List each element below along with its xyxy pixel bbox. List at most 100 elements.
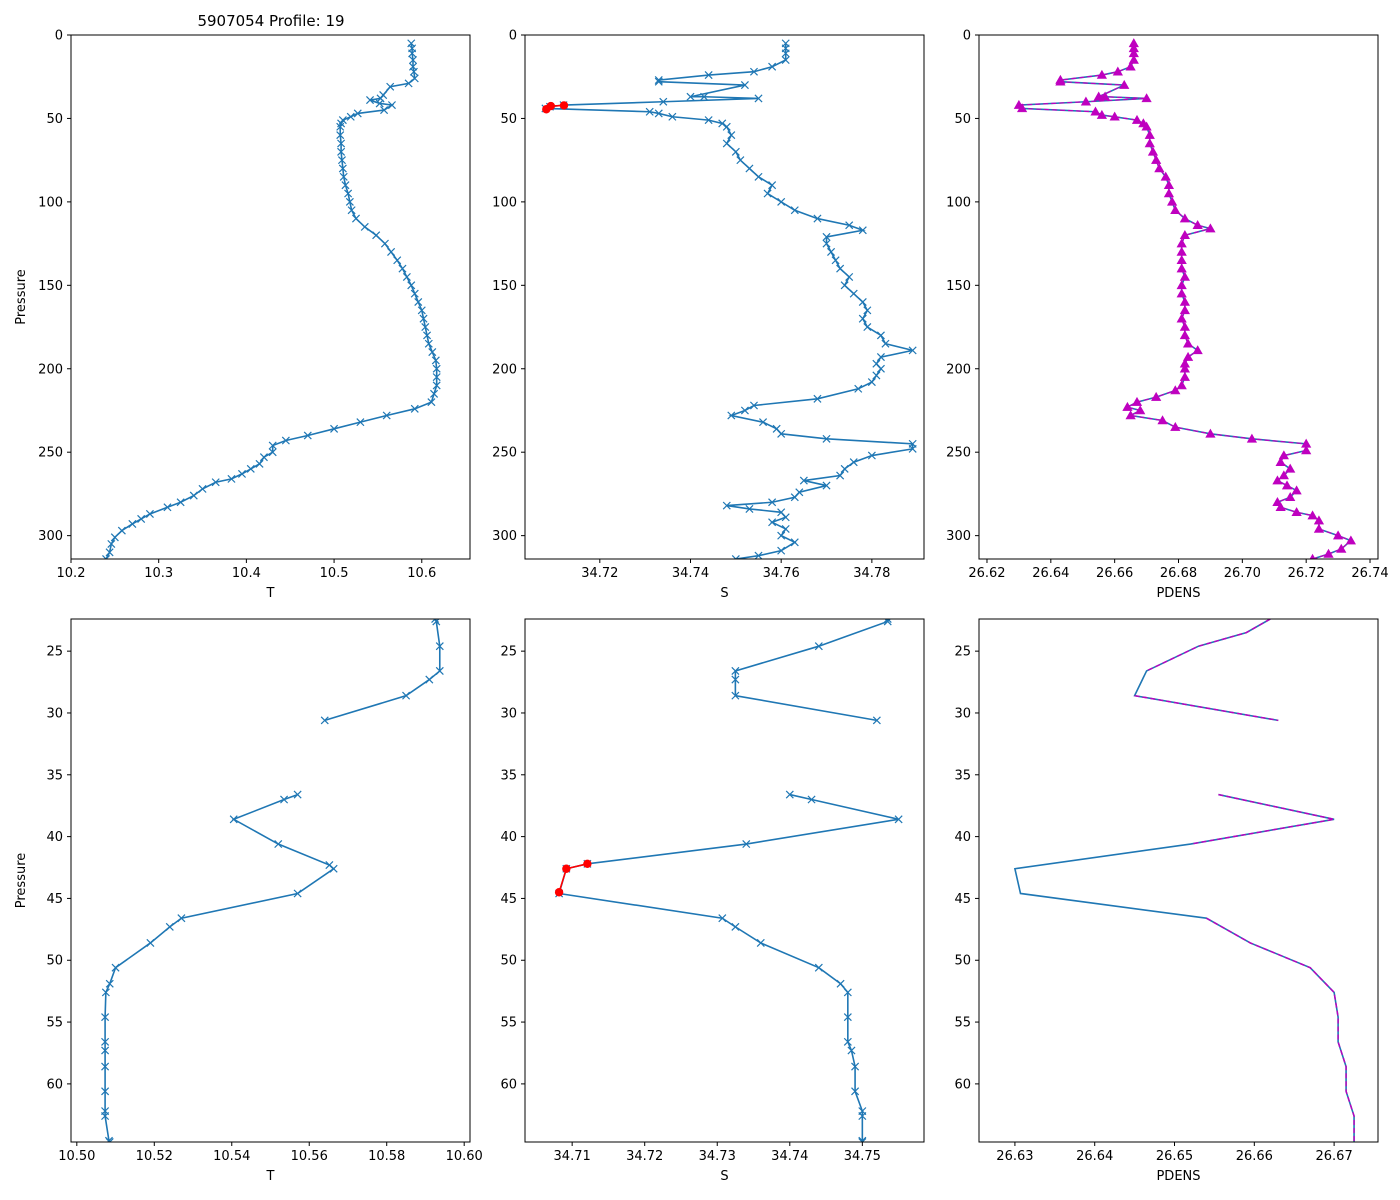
y-tick-label: 150 bbox=[38, 279, 63, 294]
data-point bbox=[211, 478, 220, 487]
data-point bbox=[425, 675, 434, 684]
data-point bbox=[822, 232, 831, 241]
data-point bbox=[654, 109, 663, 118]
data-point bbox=[393, 256, 402, 265]
data-point bbox=[137, 514, 146, 523]
data-point bbox=[827, 247, 836, 256]
data-point bbox=[777, 531, 786, 540]
data-point bbox=[763, 189, 772, 198]
data-point bbox=[831, 256, 840, 265]
data-point bbox=[727, 131, 736, 140]
y-tick-label: 100 bbox=[946, 195, 971, 210]
x-tick-label: 26.64 bbox=[1076, 1149, 1113, 1164]
data-point bbox=[336, 122, 345, 131]
data-point bbox=[408, 56, 418, 65]
data-point bbox=[863, 323, 872, 332]
data-point bbox=[372, 231, 381, 240]
data-point bbox=[876, 331, 885, 340]
series-line-T-b bbox=[104, 793, 335, 1142]
y-tick-label: 200 bbox=[492, 362, 517, 377]
data-point bbox=[722, 501, 731, 510]
x-tick-label: 26.72 bbox=[1288, 566, 1325, 581]
x-tick-label: 26.68 bbox=[1160, 566, 1197, 581]
x-tick-label: 26.64 bbox=[1032, 566, 1069, 581]
data-point bbox=[229, 815, 238, 824]
y-tick-label: 55 bbox=[500, 1016, 517, 1031]
data-point bbox=[858, 226, 867, 235]
data-point bbox=[836, 471, 845, 480]
x-axis-label: S bbox=[720, 1169, 728, 1184]
y-tick-label: 300 bbox=[492, 529, 517, 544]
x-tick-label: 26.66 bbox=[1096, 566, 1133, 581]
axes-frame bbox=[524, 618, 925, 1143]
x-tick-label: 34.72 bbox=[581, 566, 618, 581]
data-point bbox=[756, 938, 765, 947]
data-point bbox=[849, 458, 858, 467]
data-point bbox=[407, 281, 416, 290]
data-point bbox=[107, 539, 116, 549]
data-point bbox=[845, 272, 854, 281]
data-point bbox=[754, 551, 763, 559]
data-point bbox=[101, 1037, 110, 1046]
x-tick-label: 10.3 bbox=[144, 566, 173, 581]
data-point bbox=[430, 389, 439, 398]
data-point bbox=[330, 424, 339, 433]
data-point bbox=[431, 619, 440, 624]
data-point bbox=[1154, 163, 1165, 173]
data-point bbox=[858, 1112, 867, 1121]
data-point bbox=[894, 815, 903, 824]
panel-top-pdens: 26.62 26.64 26.66 26.68 26.70 26.72 26.74 0 50 10… bbox=[946, 29, 1388, 602]
data-point bbox=[777, 197, 786, 206]
data-point bbox=[822, 481, 831, 490]
y-tick-label: 25 bbox=[954, 645, 971, 660]
data-point bbox=[1275, 502, 1286, 512]
data-point bbox=[749, 401, 758, 410]
data-point bbox=[268, 441, 277, 450]
data-point bbox=[421, 323, 430, 332]
data-point bbox=[836, 264, 845, 273]
data-point bbox=[785, 790, 794, 799]
data-point bbox=[836, 979, 845, 988]
data-point bbox=[281, 436, 290, 445]
data-point bbox=[320, 716, 329, 725]
data-point bbox=[410, 404, 419, 413]
y-tick-label: 50 bbox=[954, 954, 971, 969]
data-point bbox=[117, 526, 126, 535]
y-tick-label: 35 bbox=[954, 768, 971, 783]
data-point bbox=[854, 384, 863, 393]
data-point bbox=[268, 448, 277, 457]
x-tick-label: 10.60 bbox=[446, 1149, 483, 1164]
data-point bbox=[722, 122, 731, 131]
y-tick-label: 55 bbox=[46, 1016, 63, 1031]
data-point bbox=[731, 691, 740, 700]
data-point bbox=[366, 96, 375, 105]
data-point bbox=[768, 181, 777, 190]
x-tick-label: 10.54 bbox=[213, 1149, 250, 1164]
data-point bbox=[101, 1013, 110, 1022]
x-tick-label: 26.63 bbox=[996, 1149, 1033, 1164]
data-point bbox=[881, 339, 890, 348]
data-point bbox=[329, 864, 338, 873]
y-tick-label: 250 bbox=[38, 446, 63, 461]
data-point bbox=[387, 101, 396, 110]
data-point bbox=[777, 429, 786, 438]
data-point bbox=[177, 914, 186, 923]
data-point bbox=[704, 71, 713, 80]
data-point bbox=[781, 56, 790, 65]
data-point bbox=[246, 464, 255, 473]
y-tick-label: 35 bbox=[500, 768, 517, 783]
x-tick-label: 26.66 bbox=[1236, 1149, 1273, 1164]
data-point bbox=[280, 795, 289, 804]
plot-area bbox=[541, 39, 917, 559]
x-tick-label: 10.58 bbox=[368, 1149, 405, 1164]
data-point bbox=[742, 840, 751, 849]
data-point bbox=[1179, 330, 1190, 340]
data-point bbox=[428, 348, 437, 357]
data-point bbox=[1313, 523, 1325, 533]
data-point bbox=[337, 139, 346, 148]
data-point bbox=[863, 306, 872, 315]
y-tick-label: 60 bbox=[46, 1077, 63, 1092]
data-point bbox=[813, 214, 822, 223]
y-tick-label: 0 bbox=[55, 29, 63, 44]
data-point bbox=[101, 988, 110, 997]
